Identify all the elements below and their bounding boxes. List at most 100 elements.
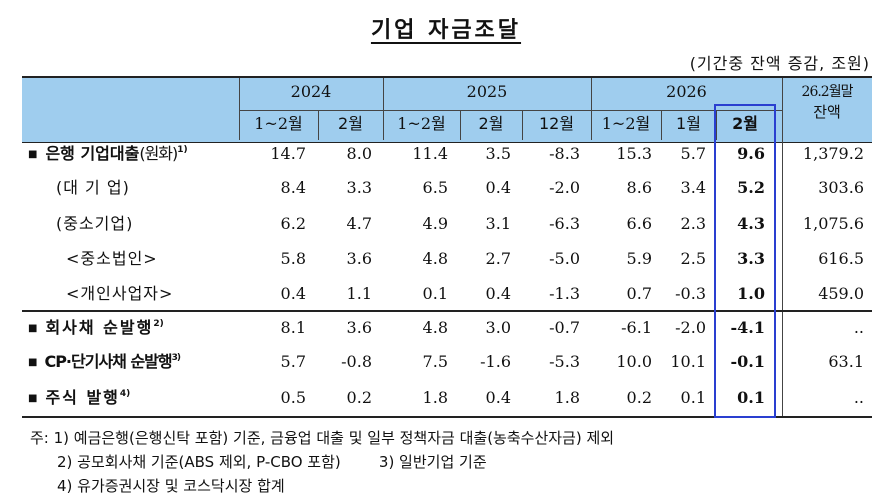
table-cell: 8.0 <box>346 144 372 163</box>
table-cell: 5.7 <box>680 144 706 163</box>
period-2026-2: 2월 <box>732 114 758 133</box>
table-cell: .. <box>853 318 864 337</box>
table-cell: 1.0 <box>737 284 765 303</box>
row-label-corp-bonds: ■ 회사채 순발행2) <box>28 318 164 337</box>
table-cell: 14.7 <box>270 144 306 163</box>
period-2026-1-2: 1~2월 <box>601 114 651 133</box>
table-cell: 4.8 <box>422 249 448 268</box>
table-cell: 4.8 <box>422 318 448 337</box>
year-2024: 2024 <box>290 82 332 101</box>
table-cell: 11.4 <box>412 144 448 163</box>
table-cell: 0.4 <box>280 284 306 303</box>
table-cell: 2.3 <box>680 214 706 233</box>
table-cell: 1.8 <box>554 388 580 407</box>
period-2025-12: 12월 <box>538 114 575 133</box>
table-cell: 5.7 <box>280 352 306 371</box>
table-cell: 10.0 <box>616 352 652 371</box>
footnote-2: 2) 공모회사채 기준(ABS 제외, P-CBO 포함) 3) 일반기업 기준 <box>57 453 487 471</box>
row-label-sme-corp: <중소법인> <box>66 249 158 268</box>
table-cell: 9.6 <box>737 144 765 163</box>
table-cell: 3.3 <box>346 178 372 197</box>
table-cell: 4.7 <box>346 214 372 233</box>
table-cell: -1.6 <box>480 352 511 371</box>
year-2026: 2026 <box>666 82 707 101</box>
table-cell: 3.5 <box>485 144 511 163</box>
table-cell: 616.5 <box>818 249 864 268</box>
period-2024-1-2: 1~2월 <box>254 114 303 133</box>
year-2025: 2025 <box>466 82 508 101</box>
table-cell: 6.5 <box>422 178 448 197</box>
table-cell: 0.2 <box>346 388 372 407</box>
table-cell: -4.1 <box>730 318 765 337</box>
table-cell: 0.1 <box>737 388 765 407</box>
table-cell: 4.3 <box>737 214 765 233</box>
table-cell: 1.1 <box>346 284 372 303</box>
table-cell: -2.0 <box>549 178 580 197</box>
table-cell: 6.6 <box>626 214 652 233</box>
table-cell: 0.2 <box>626 388 652 407</box>
row-label-equity: ■ 주식 발행4) <box>28 388 131 407</box>
row-label-large-firms: (대 기 업) <box>56 178 130 197</box>
table-cell: 8.4 <box>280 178 306 197</box>
table-cell: 5.9 <box>626 249 652 268</box>
page-title: 기업 자금조달 <box>370 18 522 43</box>
table-cell: 7.5 <box>422 352 448 371</box>
table-cell: 0.4 <box>485 178 511 197</box>
period-2025-2: 2월 <box>478 114 504 133</box>
period-2026-1: 1월 <box>676 114 701 133</box>
table-cell: 8.1 <box>280 318 306 337</box>
row-label-cp: ■ CP·단기사채 순발행3) <box>28 352 181 371</box>
table-cell: 8.6 <box>626 178 652 197</box>
period-2025-1-2: 1~2월 <box>397 114 446 133</box>
table-cell: .. <box>853 388 864 407</box>
table-cell: 5.2 <box>737 178 765 197</box>
bullet-icon: ■ <box>28 357 38 368</box>
table-cell: 2.5 <box>680 249 706 268</box>
table-cell: 0.1 <box>680 388 706 407</box>
table-header <box>22 76 872 143</box>
table-cell: 1,075.6 <box>802 214 864 233</box>
table-cell: 3.0 <box>485 318 511 337</box>
footnotes: 주: 1) 예금은행(은행신탁 포함) 기준, 금융업 대출 및 일부 정책자금… <box>30 426 614 498</box>
table-cell: 3.6 <box>346 249 372 268</box>
table-cell: -0.7 <box>549 318 580 337</box>
table-cell: 0.1 <box>422 284 448 303</box>
table-cell: 3.3 <box>737 249 765 268</box>
footnote-3: 4) 유가증권시장 및 코스닥시장 합계 <box>57 477 285 495</box>
table-cell: 303.6 <box>818 178 864 197</box>
table-cell: 0.7 <box>626 284 652 303</box>
table-cell: -0.3 <box>675 284 706 303</box>
table-cell: 5.8 <box>280 249 306 268</box>
table-cell: 0.5 <box>280 388 306 407</box>
period-2024-2: 2월 <box>338 114 363 133</box>
balance-header-1: 26.2월말 <box>801 84 854 100</box>
row-label-sme: (중소기업) <box>56 214 134 233</box>
table-cell: 63.1 <box>828 352 864 371</box>
footnote-1: 주: 1) 예금은행(은행신탁 포함) 기준, 금융업 대출 및 일부 정책자금… <box>30 429 615 447</box>
bullet-icon: ■ <box>28 149 38 160</box>
table-cell: -2.0 <box>675 318 706 337</box>
balance-header-2: 잔액 <box>813 103 841 121</box>
table-cell: 10.1 <box>670 352 706 371</box>
table-cell: 3.4 <box>680 178 706 197</box>
row-label-bank-loans: ■ 은행 기업대출(원화)1) <box>28 144 188 163</box>
bullet-icon: ■ <box>28 323 38 334</box>
table-cell: 3.1 <box>485 214 511 233</box>
table-cell: 2.7 <box>485 249 511 268</box>
table-cell: -5.0 <box>549 249 580 268</box>
table-cell: -1.3 <box>549 284 580 303</box>
table-cell: 4.9 <box>422 214 448 233</box>
row-label-self-employed: <개인사업자> <box>66 284 174 303</box>
table-cell: 459.0 <box>818 284 864 303</box>
table-cell: -0.8 <box>341 352 372 371</box>
unit-label: (기간중 잔액 증감, 조원) <box>689 54 870 73</box>
funding-table: 2024 2025 2026 26.2월말 잔액 1~2월 2월 1~2월 2월… <box>22 76 872 418</box>
table-cell: -5.3 <box>549 352 580 371</box>
table-cell: 6.2 <box>280 214 306 233</box>
table-cell: -6.3 <box>549 214 580 233</box>
bullet-icon: ■ <box>28 393 38 404</box>
table-cell: -6.1 <box>621 318 652 337</box>
table-cell: 0.4 <box>485 388 511 407</box>
table-cell: 1,379.2 <box>802 144 864 163</box>
table-cell: 3.6 <box>346 318 372 337</box>
